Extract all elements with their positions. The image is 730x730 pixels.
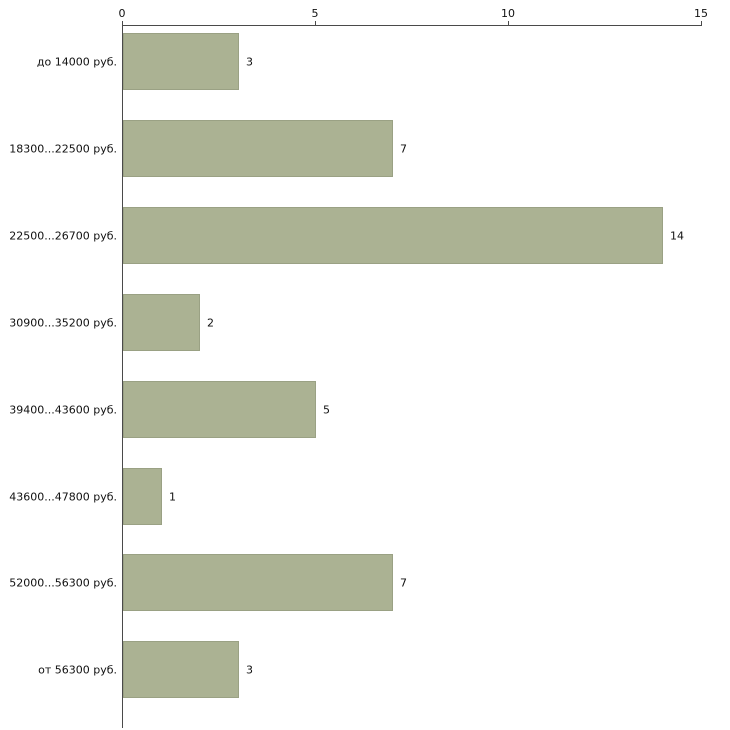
- x-axis-tick-label: 0: [118, 7, 126, 20]
- bar-value-label: 2: [207, 316, 214, 329]
- bar-value-label: 3: [246, 663, 253, 676]
- category-label: до 14000 руб.: [36, 55, 117, 68]
- bar: [123, 381, 316, 438]
- bar-value-label: 1: [169, 490, 176, 503]
- y-axis-line: [122, 25, 123, 728]
- bar: [123, 641, 239, 698]
- x-axis-tick: [701, 21, 702, 25]
- bar: [123, 120, 393, 177]
- x-axis-tick-label: 15: [694, 7, 708, 20]
- bar: [123, 554, 393, 611]
- bar: [123, 33, 239, 90]
- bar: [123, 294, 200, 351]
- category-label: 22500...26700 руб.: [9, 229, 117, 242]
- x-axis-tick-label: 10: [501, 7, 515, 20]
- bar-value-label: 14: [670, 229, 684, 242]
- category-label: 52000...56300 руб.: [9, 576, 117, 589]
- bar-value-label: 3: [246, 55, 253, 68]
- x-axis-tick-label: 5: [311, 7, 319, 20]
- bar-value-label: 7: [400, 142, 407, 155]
- x-axis-tick: [122, 21, 123, 25]
- bar: [123, 468, 162, 525]
- x-axis-tick: [315, 21, 316, 25]
- category-label: 43600...47800 руб.: [9, 490, 117, 503]
- category-label: от 56300 руб.: [38, 663, 117, 676]
- bar-value-label: 5: [323, 403, 330, 416]
- category-label: 39400...43600 руб.: [9, 403, 117, 416]
- category-label: 18300...22500 руб.: [9, 142, 117, 155]
- x-axis-tick: [508, 21, 509, 25]
- bar-value-label: 7: [400, 576, 407, 589]
- category-label: 30900...35200 руб.: [9, 316, 117, 329]
- x-axis-line: [122, 25, 702, 26]
- bar: [123, 207, 663, 264]
